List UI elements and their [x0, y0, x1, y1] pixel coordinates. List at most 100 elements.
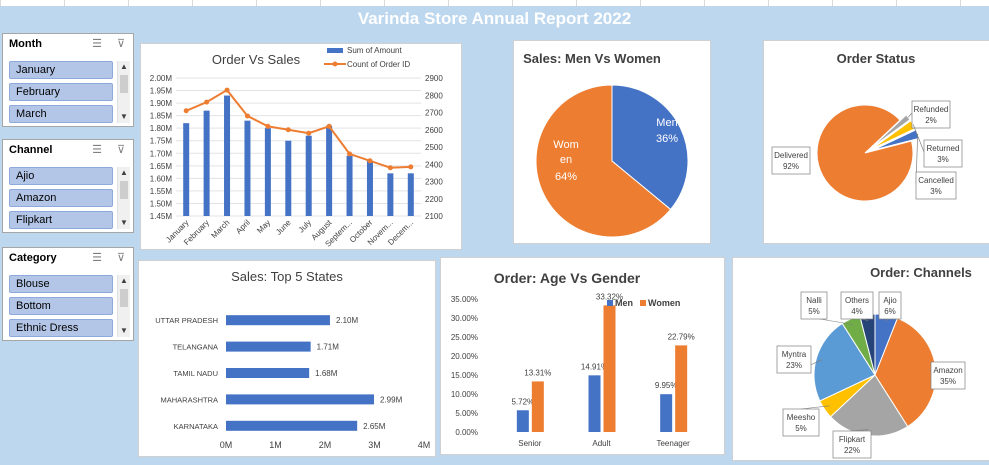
x-tick-label: 0M	[220, 440, 233, 450]
value-label: 13.31%	[524, 368, 551, 377]
slicer-item-blouse[interactable]: Blouse	[9, 275, 113, 293]
slice-label-others-box	[840, 291, 874, 320]
state-bar	[226, 315, 330, 326]
amount-bar	[203, 110, 210, 216]
age-vs-gender-panel[interactable]: Order: Age Vs Gender 35.00% 30.00% 25.00% 20…	[440, 257, 725, 455]
pie-slice-myntra	[813, 322, 876, 402]
amount-bar	[224, 95, 231, 216]
x-tick-label: Teenager	[656, 439, 690, 448]
slicer-item-ethnic-dress[interactable]: Ethnic Dress	[9, 319, 113, 337]
report-title: Varinda Store Annual Report 2022	[357, 9, 632, 28]
legend-swatch-women	[640, 300, 646, 306]
slice-label-refunded: Refunded	[914, 105, 949, 114]
slice-label-amazon-box	[930, 361, 966, 390]
slicer-item-bottom[interactable]: Bottom	[9, 297, 113, 315]
value-label: 33.32%	[596, 292, 623, 301]
value-label: 2.65M	[363, 422, 386, 431]
amount-bar	[264, 128, 271, 216]
scroll-up-icon[interactable]: ▲	[120, 168, 128, 177]
top-states-panel[interactable]: Sales: Top 5 States 0M 1M 2M 3M 4M UTTAR PRADE…	[138, 260, 436, 457]
y-right-tick-label: 2400	[425, 160, 443, 169]
scroll-thumb[interactable]	[120, 75, 128, 93]
pie-slice-men	[611, 84, 689, 211]
y-left-tick-label: 1.70M	[150, 149, 173, 158]
month-slicer[interactable]: Month ☰ ⊽ January February March ▲ ▼	[2, 33, 134, 127]
chart-title: Sales: Men Vs Women	[523, 51, 661, 66]
slice-label-ajio: 6%	[884, 307, 896, 316]
slicer-scrollbar[interactable]: ▲ ▼	[117, 61, 130, 123]
x-tick-label: Senior	[518, 439, 541, 448]
scroll-thumb[interactable]	[120, 289, 128, 307]
scroll-down-icon[interactable]: ▼	[120, 112, 128, 121]
scroll-down-icon[interactable]: ▼	[120, 326, 128, 335]
legend-label: Count of Order ID	[347, 60, 410, 69]
bar-men	[516, 410, 529, 432]
multi-select-icon[interactable]: ☰	[92, 252, 102, 264]
slicer-item-january[interactable]: January	[9, 61, 113, 79]
scroll-down-icon[interactable]: ▼	[120, 218, 128, 227]
state-bar	[226, 420, 358, 431]
slicer-scrollbar[interactable]: ▲ ▼	[117, 167, 130, 229]
slice-label-myntra: 23%	[786, 361, 802, 370]
y-right-tick-label: 2100	[425, 212, 443, 221]
amount-bar	[285, 140, 292, 216]
category-label: UTTAR PRADESH	[155, 316, 218, 325]
legend-label: Sum of Amount	[347, 46, 402, 55]
y-right-tick-label: 2600	[425, 126, 443, 135]
state-bar	[226, 368, 310, 378]
slice-label-ajio: Ajio	[883, 296, 897, 305]
slicer-item-ajio[interactable]: Ajio	[9, 167, 113, 185]
category-label: TAMIL NADU	[173, 369, 218, 378]
order-count-point	[387, 165, 393, 171]
clear-filter-icon[interactable]: ⊽	[116, 144, 126, 156]
legend-swatch-men	[607, 300, 613, 306]
multi-select-icon[interactable]: ☰	[92, 38, 102, 50]
y-tick-label: 30.00%	[451, 314, 478, 323]
slicer-item-flipkart[interactable]: Flipkart	[9, 211, 113, 229]
men-vs-women-chart: Sales: Men Vs Women Men 36% Wom en 64%	[523, 51, 689, 238]
order-count-point	[347, 151, 353, 157]
y-left-tick-label: 1.55M	[150, 187, 173, 196]
slice-label-cancelled: Cancelled	[918, 176, 954, 185]
amount-bar	[326, 125, 333, 216]
slicer-scrollbar[interactable]: ▲ ▼	[117, 275, 130, 337]
amount-bar	[366, 160, 373, 216]
slice-label-returned: Returned	[927, 144, 960, 153]
multi-select-icon[interactable]: ☰	[92, 144, 102, 156]
slice-label-delivered: Delivered	[774, 151, 808, 160]
scroll-up-icon[interactable]: ▲	[120, 62, 128, 71]
clear-filter-icon[interactable]: ⊽	[116, 252, 126, 264]
slice-label-cancelled: 3%	[930, 187, 942, 196]
channel-slicer[interactable]: Channel ☰ ⊽ Ajio Amazon Flipkart ▲ ▼	[2, 139, 134, 233]
order-vs-sales-chart: Order Vs Sales 2.00M 1.95M 1.90M 1.85M 1.80M 1…	[150, 46, 444, 249]
value-label: 14.91%	[581, 362, 608, 371]
clear-filter-icon[interactable]: ⊽	[116, 38, 126, 50]
legend-label: Women	[648, 298, 680, 308]
scroll-up-icon[interactable]: ▲	[120, 276, 128, 285]
slice-label-others: 4%	[851, 307, 863, 316]
order-vs-sales-panel[interactable]: Order Vs Sales 2.00M 1.95M 1.90M 1.85M 1.80M 1…	[140, 43, 462, 250]
slice-label-flipkart: 22%	[844, 446, 860, 455]
slice-label-nalli: Nalli	[806, 296, 822, 305]
category-slicer[interactable]: Category ☰ ⊽ Blouse Bottom Ethnic Dress …	[2, 247, 134, 341]
slice-label-refunded-box	[911, 100, 951, 129]
y-left-tick-label: 1.80M	[150, 124, 173, 133]
x-tick-label: June	[274, 218, 293, 237]
slice-label-women: Wom	[553, 139, 578, 151]
y-right-tick-label: 2500	[425, 143, 443, 152]
amount-bar	[183, 123, 190, 216]
order-channels-panel[interactable]: Order: Channels Ajio 6% Amazon 35% Flipkart 22…	[732, 257, 989, 461]
value-label: 9.95%	[655, 381, 678, 390]
slicer-item-march[interactable]: March	[9, 105, 113, 123]
bar-women	[531, 381, 544, 432]
order-status-panel[interactable]: Order Status Delivered 92% Refunded 2% Return…	[763, 40, 989, 244]
slicer-item-february[interactable]: February	[9, 83, 113, 101]
y-tick-label: 0.00%	[455, 428, 478, 437]
chart-title: Order Vs Sales	[212, 52, 301, 67]
y-left-tick-label: 1.65M	[150, 162, 173, 171]
scroll-thumb[interactable]	[120, 181, 128, 199]
x-tick-label: 3M	[368, 440, 381, 450]
slicer-item-amazon[interactable]: Amazon	[9, 189, 113, 207]
x-tick-label: March	[209, 218, 231, 240]
men-vs-women-panel[interactable]: Sales: Men Vs Women Men 36% Wom en 64%	[513, 40, 711, 244]
